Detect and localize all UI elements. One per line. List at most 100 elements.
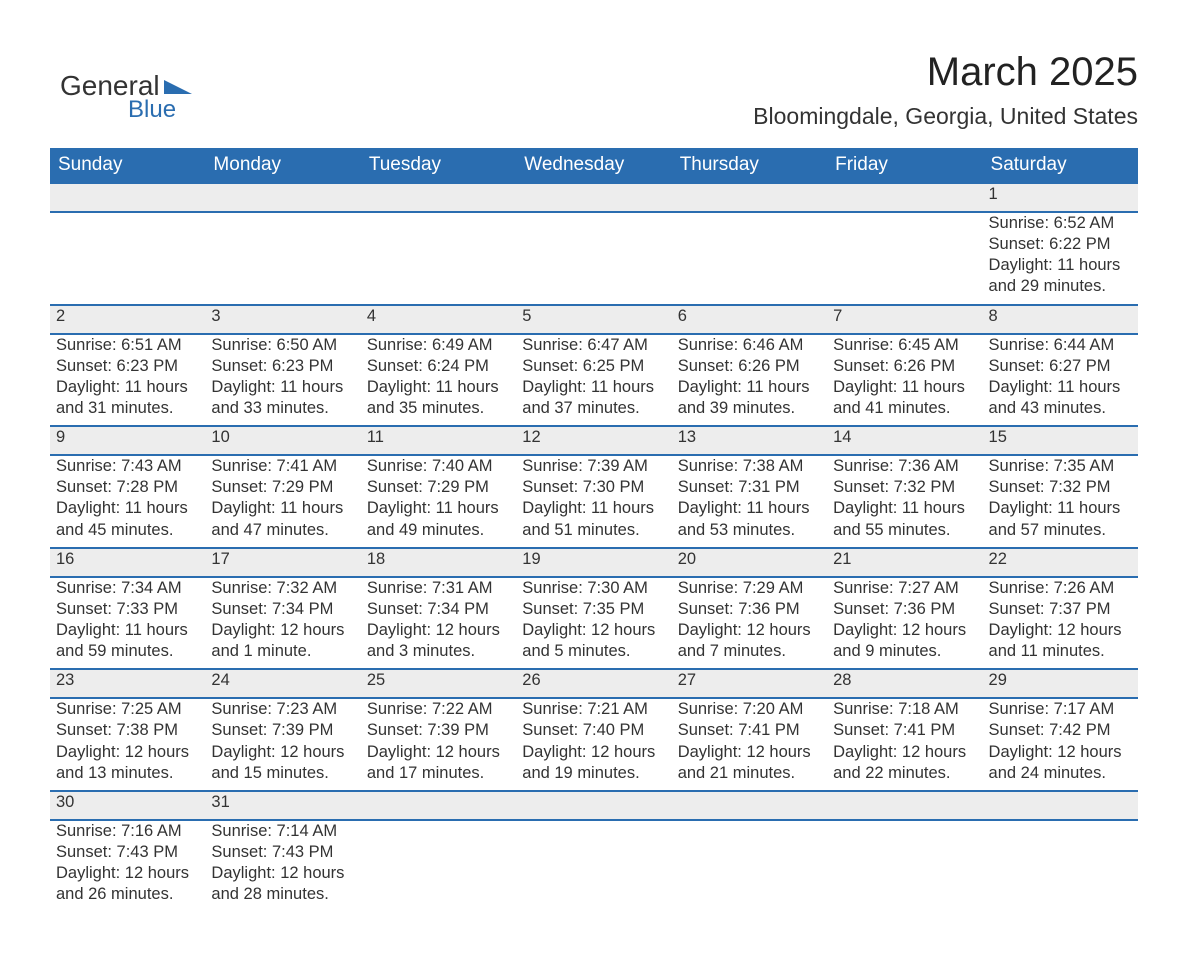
day-number: 27 <box>672 669 827 698</box>
day-cell <box>361 212 516 304</box>
day1-text: Daylight: 11 hours <box>367 377 510 398</box>
weekday-header: Monday <box>205 148 360 183</box>
day-cell: Sunrise: 7:25 AMSunset: 7:38 PMDaylight:… <box>50 698 205 790</box>
day-number <box>827 183 982 212</box>
sunrise-text: Sunrise: 6:52 AM <box>989 213 1132 234</box>
day1-text: Daylight: 12 hours <box>367 620 510 641</box>
day2-text: and 21 minutes. <box>678 763 821 784</box>
day1-text: Daylight: 11 hours <box>522 498 665 519</box>
month-title: March 2025 <box>753 50 1138 95</box>
day-cell: Sunrise: 7:34 AMSunset: 7:33 PMDaylight:… <box>50 577 205 669</box>
day-cell: Sunrise: 7:32 AMSunset: 7:34 PMDaylight:… <box>205 577 360 669</box>
day1-text: Daylight: 11 hours <box>56 498 199 519</box>
sunrise-text: Sunrise: 7:35 AM <box>989 456 1132 477</box>
day-cell: Sunrise: 7:18 AMSunset: 7:41 PMDaylight:… <box>827 698 982 790</box>
sunrise-text: Sunrise: 6:47 AM <box>522 335 665 356</box>
sunrise-text: Sunrise: 7:26 AM <box>989 578 1132 599</box>
day1-text: Daylight: 11 hours <box>367 498 510 519</box>
brand-logo: General Blue <box>60 70 192 124</box>
sunset-text: Sunset: 7:34 PM <box>367 599 510 620</box>
weekday-header: Saturday <box>983 148 1138 183</box>
day1-text: Daylight: 11 hours <box>56 620 199 641</box>
day2-text: and 1 minute. <box>211 641 354 662</box>
day-number: 3 <box>205 305 360 334</box>
day2-text: and 17 minutes. <box>367 763 510 784</box>
day-cell: Sunrise: 6:45 AMSunset: 6:26 PMDaylight:… <box>827 334 982 426</box>
day-number: 26 <box>516 669 671 698</box>
day1-text: Daylight: 12 hours <box>678 742 821 763</box>
day2-text: and 31 minutes. <box>56 398 199 419</box>
sunset-text: Sunset: 7:37 PM <box>989 599 1132 620</box>
day-cell <box>672 820 827 911</box>
day-number: 18 <box>361 548 516 577</box>
day2-text: and 7 minutes. <box>678 641 821 662</box>
day-number: 29 <box>983 669 1138 698</box>
day-number: 6 <box>672 305 827 334</box>
day-number: 30 <box>50 791 205 820</box>
sunrise-text: Sunrise: 7:41 AM <box>211 456 354 477</box>
brand-sub: Blue <box>128 96 192 124</box>
day-number: 2 <box>50 305 205 334</box>
day1-text: Daylight: 11 hours <box>211 377 354 398</box>
day-number <box>516 791 671 820</box>
day-number: 8 <box>983 305 1138 334</box>
day-cell: Sunrise: 7:21 AMSunset: 7:40 PMDaylight:… <box>516 698 671 790</box>
day-cell: Sunrise: 7:23 AMSunset: 7:39 PMDaylight:… <box>205 698 360 790</box>
day-number: 24 <box>205 669 360 698</box>
sunrise-text: Sunrise: 7:25 AM <box>56 699 199 720</box>
sunset-text: Sunset: 7:43 PM <box>56 842 199 863</box>
day-data-row: Sunrise: 6:52 AMSunset: 6:22 PMDaylight:… <box>50 212 1138 304</box>
day2-text: and 22 minutes. <box>833 763 976 784</box>
weekday-header-row: Sunday Monday Tuesday Wednesday Thursday… <box>50 148 1138 183</box>
day1-text: Daylight: 11 hours <box>56 377 199 398</box>
day-cell: Sunrise: 6:44 AMSunset: 6:27 PMDaylight:… <box>983 334 1138 426</box>
day-cell: Sunrise: 6:52 AMSunset: 6:22 PMDaylight:… <box>983 212 1138 304</box>
sunset-text: Sunset: 7:36 PM <box>833 599 976 620</box>
day-cell <box>983 820 1138 911</box>
weekday-header: Tuesday <box>361 148 516 183</box>
title-block: March 2025 Bloomingdale, Georgia, United… <box>753 50 1138 140</box>
sunrise-text: Sunrise: 7:40 AM <box>367 456 510 477</box>
day1-text: Daylight: 12 hours <box>56 742 199 763</box>
sunset-text: Sunset: 6:27 PM <box>989 356 1132 377</box>
day2-text: and 37 minutes. <box>522 398 665 419</box>
day-number <box>983 791 1138 820</box>
daynum-row: 1 <box>50 183 1138 212</box>
day-number: 1 <box>983 183 1138 212</box>
sunrise-text: Sunrise: 6:49 AM <box>367 335 510 356</box>
day2-text: and 57 minutes. <box>989 520 1132 541</box>
sunrise-text: Sunrise: 7:27 AM <box>833 578 976 599</box>
day-number: 14 <box>827 426 982 455</box>
sunset-text: Sunset: 7:29 PM <box>367 477 510 498</box>
day1-text: Daylight: 11 hours <box>989 498 1132 519</box>
day2-text: and 39 minutes. <box>678 398 821 419</box>
sunrise-text: Sunrise: 7:17 AM <box>989 699 1132 720</box>
day-number: 10 <box>205 426 360 455</box>
sunset-text: Sunset: 7:40 PM <box>522 720 665 741</box>
day-number: 20 <box>672 548 827 577</box>
sunset-text: Sunset: 6:23 PM <box>211 356 354 377</box>
daynum-row: 3031 <box>50 791 1138 820</box>
sunset-text: Sunset: 7:32 PM <box>989 477 1132 498</box>
day-number: 19 <box>516 548 671 577</box>
day-number <box>50 183 205 212</box>
daynum-row: 16171819202122 <box>50 548 1138 577</box>
sunset-text: Sunset: 7:41 PM <box>678 720 821 741</box>
day1-text: Daylight: 11 hours <box>989 255 1132 276</box>
weekday-header: Friday <box>827 148 982 183</box>
day1-text: Daylight: 11 hours <box>833 498 976 519</box>
day-number: 5 <box>516 305 671 334</box>
day1-text: Daylight: 12 hours <box>211 620 354 641</box>
day2-text: and 11 minutes. <box>989 641 1132 662</box>
weekday-header: Wednesday <box>516 148 671 183</box>
sunrise-text: Sunrise: 6:44 AM <box>989 335 1132 356</box>
sunrise-text: Sunrise: 7:23 AM <box>211 699 354 720</box>
day-number: 22 <box>983 548 1138 577</box>
day-number <box>516 183 671 212</box>
sunset-text: Sunset: 6:22 PM <box>989 234 1132 255</box>
day2-text: and 13 minutes. <box>56 763 199 784</box>
day-number: 25 <box>361 669 516 698</box>
day1-text: Daylight: 11 hours <box>522 377 665 398</box>
calendar-table: Sunday Monday Tuesday Wednesday Thursday… <box>50 148 1138 911</box>
sunset-text: Sunset: 7:39 PM <box>367 720 510 741</box>
